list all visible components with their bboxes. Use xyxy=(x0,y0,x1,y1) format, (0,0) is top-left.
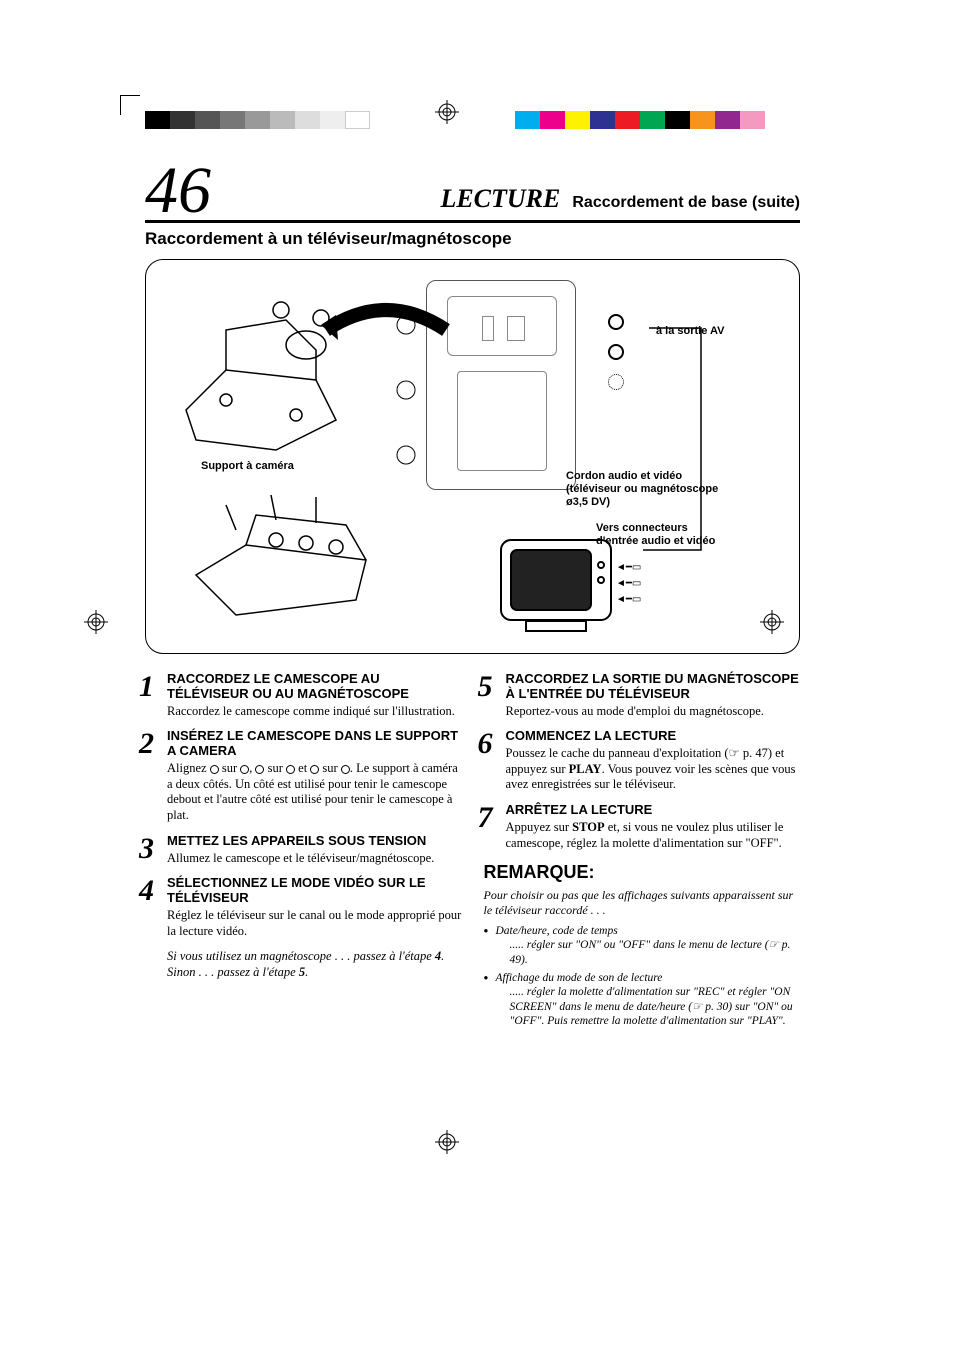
left-column: 1 RACCORDEZ LE CAMESCOPE AU TÉLÉVISEUR O… xyxy=(145,672,462,1033)
step-6: 6 COMMENCEZ LA LECTURE Poussez le cache … xyxy=(484,729,801,793)
step-body: Alignez sur , sur et sur . Le support à … xyxy=(167,761,462,824)
page-number: 46 xyxy=(145,165,211,218)
page-content: 46 LECTURE Raccordement de base (suite) … xyxy=(145,165,800,1032)
step-number: 6 xyxy=(478,725,493,763)
step-2: 2 INSÉREZ LE CAMESCOPE DANS LE SUPPORT A… xyxy=(145,729,462,823)
step-number: 1 xyxy=(139,668,154,706)
step-title: RACCORDEZ LE CAMESCOPE AU TÉLÉVISEUR OU … xyxy=(167,672,462,702)
tv-illustration xyxy=(496,535,616,635)
instruction-columns: 1 RACCORDEZ LE CAMESCOPE AU TÉLÉVISEUR O… xyxy=(145,672,800,1033)
remark-intro: Pour choisir ou pas que les affichages s… xyxy=(484,888,801,918)
conditional-note: Si vous utilisez un magnétoscope . . . p… xyxy=(145,949,462,980)
color-bar xyxy=(515,111,765,129)
remark-item: Date/heure, code de temps..... régler su… xyxy=(484,924,801,967)
step-number: 4 xyxy=(139,872,154,910)
step-1: 1 RACCORDEZ LE CAMESCOPE AU TÉLÉVISEUR O… xyxy=(145,672,462,720)
step-body: Raccordez le camescope comme indiqué sur… xyxy=(167,704,462,720)
crop-marks xyxy=(0,100,954,140)
remark-list: Date/heure, code de temps..... régler su… xyxy=(484,924,801,1029)
step-5: 5 RACCORDEZ LA SORTIE DU MAGNÉTOSCOPE À … xyxy=(484,672,801,720)
right-column: 5 RACCORDEZ LA SORTIE DU MAGNÉTOSCOPE À … xyxy=(484,672,801,1033)
step-title: METTEZ LES APPAREILS SOUS TENSION xyxy=(167,834,462,849)
step-title: RACCORDEZ LA SORTIE DU MAGNÉTOSCOPE À L'… xyxy=(506,672,801,702)
step-title: SÉLECTIONNEZ LE MODE VIDÉO SUR LE TÉLÉVI… xyxy=(167,876,462,906)
plug-arrows-icon: ◄━▭◄━▭◄━▭ xyxy=(616,560,641,608)
registration-mark-icon xyxy=(435,100,459,124)
alignment-arrow-icon xyxy=(316,280,456,350)
step-number: 7 xyxy=(478,799,493,837)
step-title: ARRÊTEZ LA LECTURE xyxy=(506,803,801,818)
step-4: 4 SÉLECTIONNEZ LE MODE VIDÉO SUR LE TÉLÉ… xyxy=(145,876,462,939)
diagram-label-support: Support à caméra xyxy=(201,460,294,473)
diagram-label-cord: Cordon audio et vidéo (téléviseur ou mag… xyxy=(566,470,726,510)
step-number: 5 xyxy=(478,668,493,706)
step-body: Réglez le téléviseur sur le canal ou le … xyxy=(167,908,462,939)
step-title: COMMENCEZ LA LECTURE xyxy=(506,729,801,744)
step-body: Poussez le cache du panneau d'exploitati… xyxy=(506,746,801,793)
step-title: INSÉREZ LE CAMESCOPE DANS LE SUPPORT A C… xyxy=(167,729,462,759)
remark-item: Affichage du mode de son de lecture.....… xyxy=(484,971,801,1029)
step-body: Allumez le camescope et le téléviseur/ma… xyxy=(167,851,462,867)
step-body: Appuyez sur STOP et, si vous ne voulez p… xyxy=(506,820,801,851)
section-name: LECTURE xyxy=(440,184,560,213)
step-number: 3 xyxy=(139,830,154,868)
header-title: LECTURE Raccordement de base (suite) xyxy=(211,184,800,218)
crop-corner xyxy=(120,95,140,115)
step-number: 2 xyxy=(139,725,154,763)
page-header: 46 LECTURE Raccordement de base (suite) xyxy=(145,165,800,223)
page-subtitle: Raccordement à un téléviseur/magnétoscop… xyxy=(145,229,800,249)
grayscale-bar xyxy=(145,111,370,129)
step-body: Reportez-vous au mode d'emploi du magnét… xyxy=(506,704,801,720)
registration-mark-icon xyxy=(84,610,108,634)
av-jack-panel xyxy=(586,300,646,440)
camera-flat-illustration xyxy=(186,485,386,625)
registration-mark-icon xyxy=(435,1130,459,1154)
step-3: 3 METTEZ LES APPAREILS SOUS TENSION Allu… xyxy=(145,834,462,867)
remark-title: REMARQUE: xyxy=(484,861,801,884)
connection-diagram: Support à caméra à la sortie AV xyxy=(145,259,800,654)
subsection-name: Raccordement de base (suite) xyxy=(572,194,800,211)
step-7: 7 ARRÊTEZ LA LECTURE Appuyez sur STOP et… xyxy=(484,803,801,851)
alignment-circles xyxy=(391,310,421,470)
